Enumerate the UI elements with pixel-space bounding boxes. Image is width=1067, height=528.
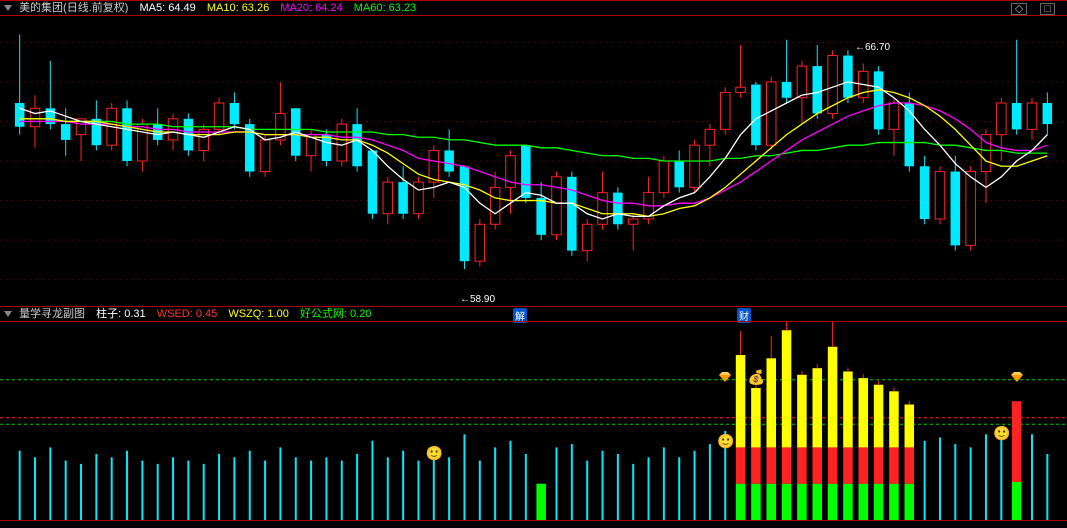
ma60-label: MA60: 63.23 bbox=[354, 2, 416, 14]
header-controls: ◇ □ bbox=[1009, 2, 1063, 17]
btn-square[interactable]: □ bbox=[1040, 3, 1055, 15]
chart-root: 美的集团(日线.前复权) MA5: 64.49 MA10: 63.26 MA20… bbox=[0, 0, 1067, 528]
sub-chart[interactable]: 🙂 🙂 💰 🙂 bbox=[0, 322, 1067, 520]
diamond-icon bbox=[717, 372, 731, 380]
dropdown-icon[interactable] bbox=[4, 311, 12, 317]
moneybag-icon: 💰 bbox=[748, 370, 765, 384]
stock-title: 美的集团(日线.前复权) bbox=[19, 2, 128, 14]
wszq-label: WSZQ: 1.00 bbox=[228, 308, 289, 320]
footer-edge bbox=[0, 520, 1067, 528]
hgsw-label: 好公式网: 0.20 bbox=[300, 308, 372, 320]
indicator-title: 量学寻龙副图 bbox=[19, 308, 85, 320]
sub-header: 量学寻龙副图 柱子: 0.31 WSED: 0.45 WSZQ: 1.00 好公… bbox=[0, 306, 1067, 322]
smile-icon: 🙂 bbox=[993, 426, 1010, 440]
indicator-svg bbox=[0, 322, 1067, 520]
candlestick-svg bbox=[0, 16, 1067, 306]
ma5-label: MA5: 64.49 bbox=[140, 2, 196, 14]
zhuzi-label: 柱子: 0.31 bbox=[96, 308, 146, 320]
btn-diamond[interactable]: ◇ bbox=[1011, 3, 1027, 15]
smile-icon: 🙂 bbox=[717, 434, 734, 448]
main-header: 美的集团(日线.前复权) MA5: 64.49 MA10: 63.26 MA20… bbox=[0, 0, 1067, 16]
wsed-label: WSED: 0.45 bbox=[157, 308, 218, 320]
ma10-label: MA10: 63.26 bbox=[207, 2, 269, 14]
ma20-label: MA20: 64.24 bbox=[280, 2, 342, 14]
smile-icon: 🙂 bbox=[426, 446, 443, 460]
diamond-icon bbox=[1009, 372, 1023, 380]
dropdown-icon[interactable] bbox=[4, 5, 12, 11]
main-chart[interactable]: ←66.70←58.90解财 bbox=[0, 16, 1067, 306]
